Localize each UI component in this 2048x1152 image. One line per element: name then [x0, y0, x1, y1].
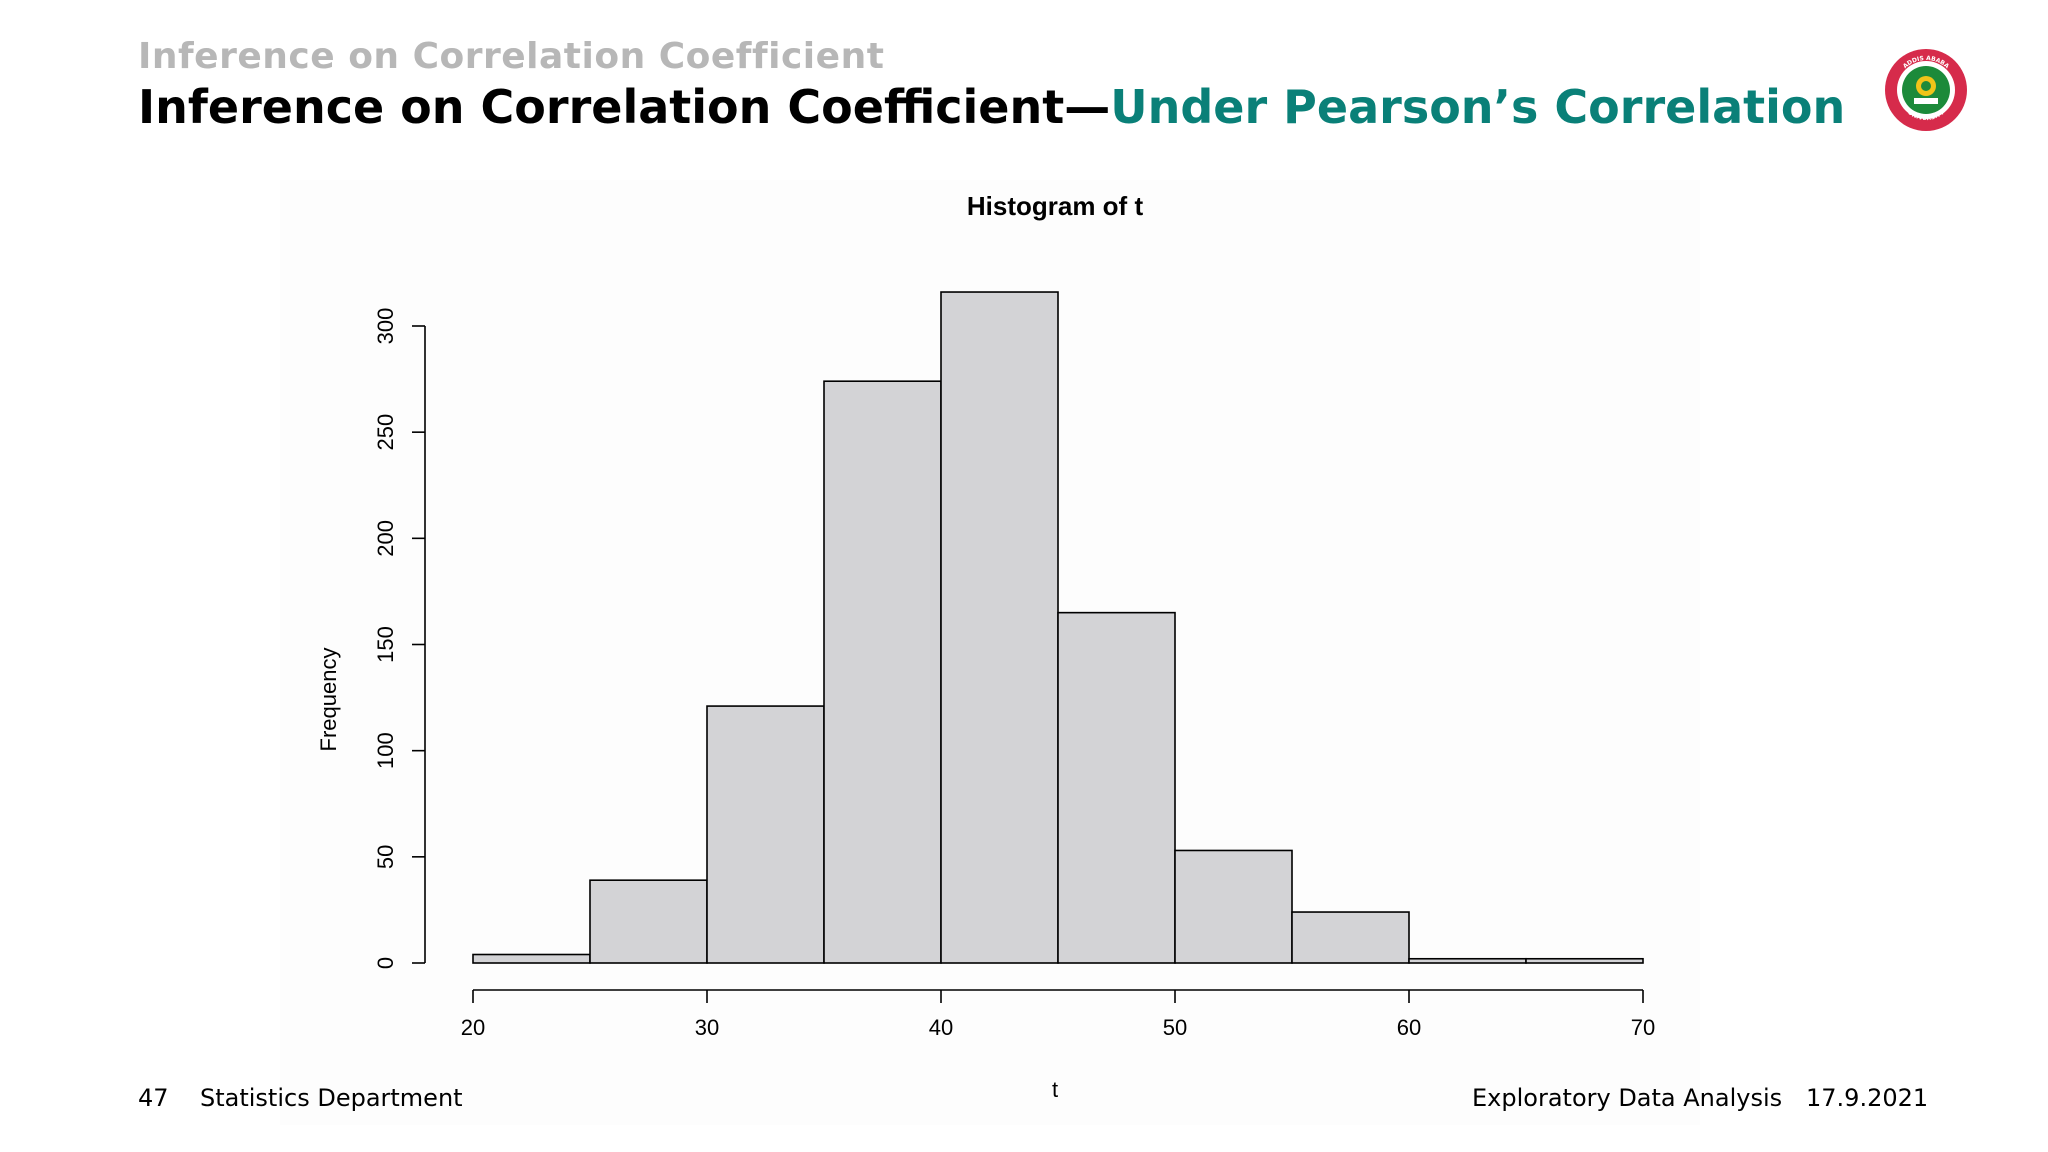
x-tick-label: 20 [461, 1015, 485, 1040]
footer-department: Statistics Department [200, 1084, 463, 1112]
histogram-chart: Histogram of t 20 30 40 50 60 70 t 0 50 100 150 200 2… [280, 180, 1700, 1125]
histogram-bar [1057, 611, 1176, 964]
chart-title: Histogram of t [967, 191, 1144, 221]
histogram-bar [823, 380, 942, 964]
x-tick-label: 60 [1397, 1015, 1421, 1040]
x-tick-label: 40 [929, 1015, 953, 1040]
y-tick-label: 200 [373, 520, 398, 557]
y-tick-label: 300 [373, 308, 398, 345]
page-title: Inference on Correlation Coefficient—Und… [138, 80, 1845, 134]
histogram-bar [589, 879, 708, 964]
x-tick-label: 50 [1163, 1015, 1187, 1040]
university-seal-icon: ADDIS ABABA UNIVERSITY [1885, 49, 1967, 131]
y-tick-label: 0 [373, 957, 398, 969]
footer-date: 17.9.2021 [1806, 1084, 1929, 1112]
footer-page-number: 47 [138, 1084, 169, 1112]
histogram-bar [706, 705, 825, 964]
x-axis-label: t [1052, 1077, 1058, 1102]
title-sub: Under Pearson’s Correlation [1110, 80, 1846, 134]
histogram-bar [1525, 957, 1644, 964]
histogram-bar [1291, 911, 1410, 964]
y-tick-label: 150 [373, 626, 398, 663]
histogram-svg: Histogram of t 20 30 40 50 60 70 t 0 50 100 150 200 2… [316, 191, 1655, 1102]
y-tick-label: 50 [373, 845, 398, 869]
x-tick-label: 30 [695, 1015, 719, 1040]
histogram-bar [472, 953, 591, 964]
title-main: Inference on Correlation Coefficient— [138, 80, 1111, 134]
section-title: Inference on Correlation Coefficient [138, 36, 885, 77]
y-tick-label: 100 [373, 732, 398, 769]
y-tick-label: 250 [373, 414, 398, 451]
footer-course: Exploratory Data Analysis [1472, 1084, 1783, 1112]
histogram-bar [1174, 849, 1293, 964]
y-axis-label: Frequency [316, 648, 341, 752]
x-tick-label: 70 [1631, 1015, 1655, 1040]
histogram-bar [940, 291, 1059, 964]
histogram-bar [1408, 957, 1527, 964]
